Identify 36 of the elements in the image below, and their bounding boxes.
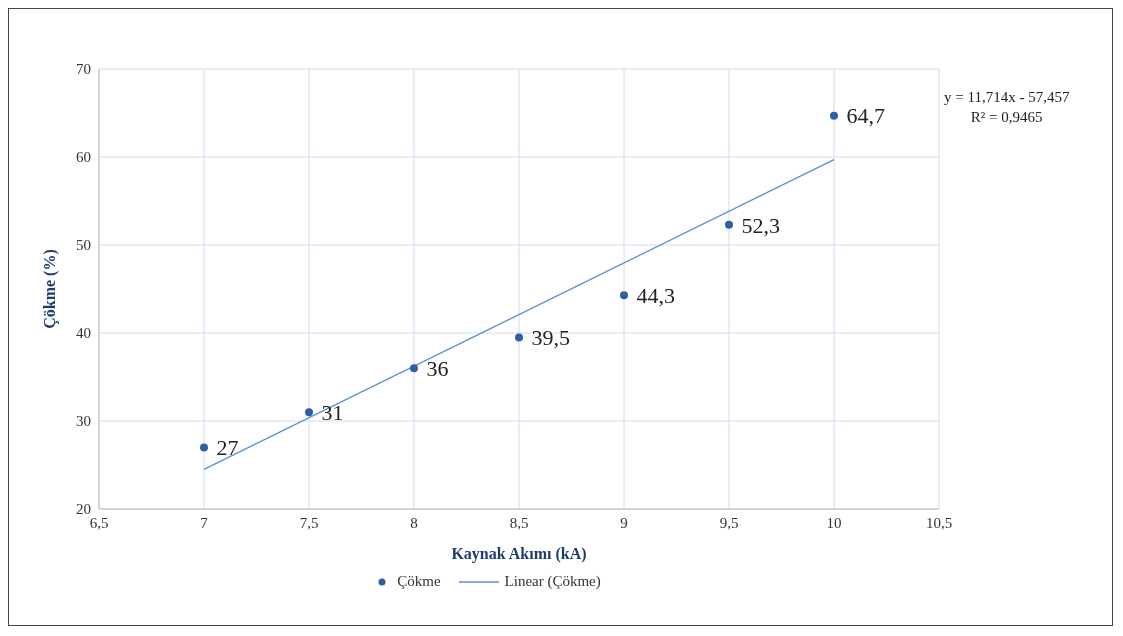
data-label: 27: [216, 435, 239, 461]
point: [410, 364, 418, 373]
data-label: 44,3: [636, 282, 676, 308]
point: [305, 408, 313, 417]
data-label: 64,7: [846, 103, 886, 129]
text: y = 11,714x - 57,457: [944, 88, 1070, 107]
data-label: 31: [321, 400, 344, 426]
x-tick-label: 6,5: [89, 514, 109, 531]
data-label: 52,3: [741, 212, 781, 238]
legend-label: Çökme: [396, 573, 441, 590]
y-tick-label: 40: [76, 325, 91, 342]
y-tick-label: 20: [76, 501, 91, 518]
x-tick-label: 7: [200, 514, 209, 531]
x-tick-label: 7,5: [299, 514, 319, 531]
chart-frame: 6,5 7 7,5 8 8,5 9 9,5 10 10,5 Kaynak Akımı (kA) 20 30 40 50 60 70 Çökme (%) 27 31 36 39,5 44,3 52,3 64,7 Çökme Linear (Çökme) y = 11,714x - 57,457 R² = 0,9465: [8, 8, 1113, 626]
point: [620, 291, 628, 300]
point: [830, 111, 838, 120]
y-axis-title: Çökme (%): [40, 249, 59, 329]
x-tick-label: 9: [620, 514, 628, 531]
x-tick-label: 10,5: [925, 514, 953, 531]
x-tick-label: 8,5: [509, 514, 529, 531]
data-label: 36: [426, 356, 449, 382]
point: [200, 443, 208, 452]
y-tick-label: 70: [76, 61, 91, 78]
point: [725, 220, 733, 229]
x-tick-label: 8: [410, 514, 418, 531]
text: R² = 0,9465: [969, 108, 1044, 127]
y-tick-label: 60: [76, 149, 91, 166]
x-tick-label: 10: [826, 514, 842, 531]
x-axis-title: Kaynak Akımı (kA): [451, 545, 587, 563]
y-tick-label: 30: [76, 413, 91, 430]
x-tick-label: 9,5: [719, 514, 739, 531]
legend-label: Linear (Çökme): [503, 573, 601, 590]
data-label: 39,5: [531, 325, 571, 351]
y-tick-label: 50: [76, 237, 91, 254]
point: [515, 333, 523, 342]
